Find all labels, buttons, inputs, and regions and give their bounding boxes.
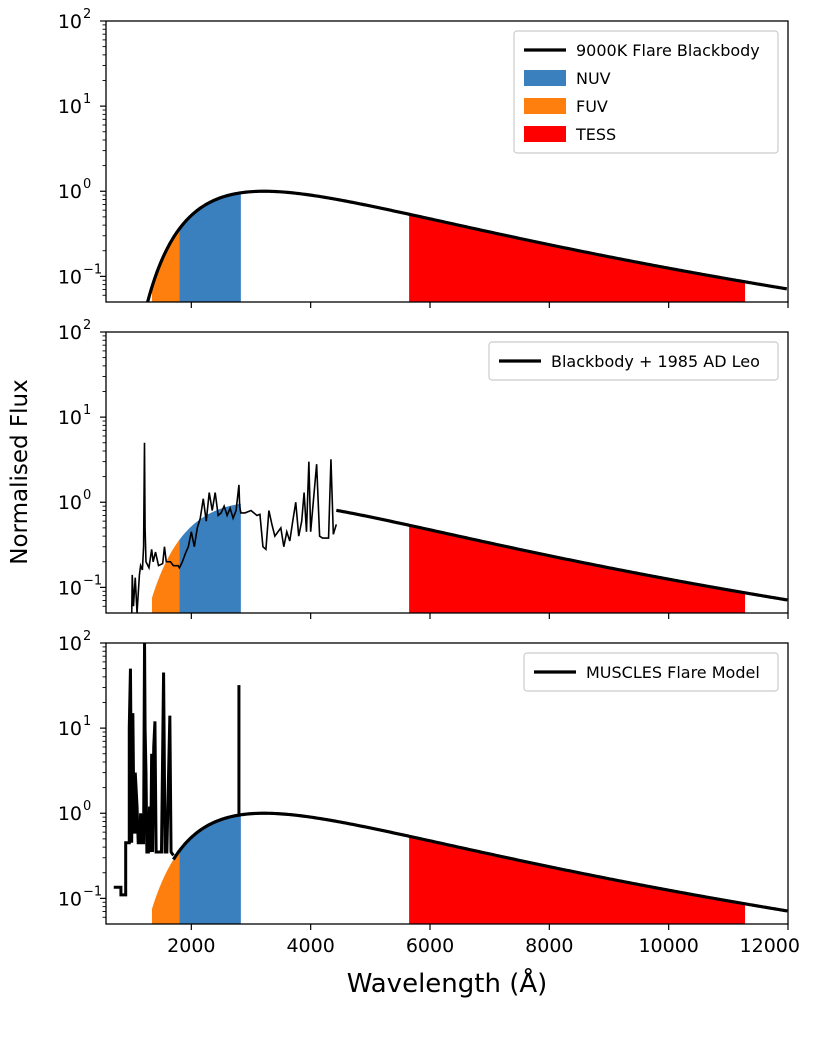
tess-band-fill [409, 525, 746, 613]
x-tick-label: 12000 [740, 935, 800, 957]
legend: 9000K Flare Blackbody NUV FUV TESS [513, 30, 779, 154]
axes-frame [105, 20, 789, 303]
y-tick-label: 10 [58, 181, 82, 203]
y-tick-label: 10 [58, 322, 82, 344]
y-tick-exponent: −1 [83, 262, 102, 277]
y-tick-label: 10 [58, 266, 82, 288]
plot-area [130, 442, 788, 613]
y-tick-exponent: 0 [83, 799, 91, 814]
y-tick-exponent: 0 [83, 488, 91, 503]
plot-area [145, 189, 788, 302]
legend-box [488, 341, 779, 381]
muscles-spectrum [113, 643, 175, 897]
x-tick-label: 8000 [525, 935, 573, 957]
axes-frame [105, 331, 789, 614]
blackbody-curve [336, 508, 788, 602]
y-tick-label: 10 [58, 718, 82, 740]
legend-nuv-swatch [524, 70, 566, 86]
fuv-band-fill [151, 228, 180, 302]
y-tick-label: 10 [58, 577, 82, 599]
legend-fuv-swatch [524, 98, 566, 114]
x-tick-label: 10000 [638, 935, 698, 957]
legend-label: TESS [575, 125, 616, 144]
fuv-band-fill [151, 539, 180, 613]
legend: Blackbody + 1985 AD Leo [488, 341, 779, 381]
axes-frame [105, 642, 789, 925]
x-tick-label: 6000 [406, 935, 454, 957]
legend-box [523, 652, 779, 692]
x-tick-label: 4000 [286, 935, 334, 957]
legend-box [513, 30, 779, 154]
legend: MUSCLES Flare Model [523, 652, 779, 692]
y-tick-exponent: −1 [83, 573, 102, 588]
y-tick-label: 10 [58, 803, 82, 825]
y-tick-label: 10 [58, 11, 82, 33]
y-tick-exponent: −1 [83, 884, 102, 899]
y-tick-exponent: 2 [83, 318, 91, 333]
legend-label: MUSCLES Flare Model [586, 663, 760, 682]
y-axis-label: Normalised Flux [7, 379, 33, 564]
plot-area [113, 643, 788, 924]
legend-label: NUV [576, 69, 611, 88]
legend-tess-swatch [524, 126, 566, 142]
ad-leo-spectrum [130, 442, 338, 613]
y-tick-label: 10 [58, 633, 82, 655]
y-tick-label: 10 [58, 407, 82, 429]
y-tick-exponent: 1 [83, 92, 91, 107]
legend-label: FUV [576, 97, 608, 116]
y-tick-exponent: 2 [83, 629, 91, 644]
y-tick-exponent: 1 [83, 714, 91, 729]
legend-label: 9000K Flare Blackbody [576, 41, 760, 60]
tess-band-fill [409, 836, 746, 924]
y-tick-exponent: 1 [83, 403, 91, 418]
y-tick-exponent: 0 [83, 177, 91, 192]
y-tick-label: 10 [58, 96, 82, 118]
fuv-band-fill [151, 850, 180, 924]
x-axis-label: Wavelength (Å) [347, 967, 548, 999]
y-tick-label: 10 [58, 492, 82, 514]
legend-label: Blackbody + 1985 AD Leo [551, 352, 760, 371]
nuv-band-fill [179, 814, 241, 924]
blackbody-curve [145, 189, 788, 302]
blackbody-curve [172, 811, 788, 913]
nuv-band-fill [179, 503, 241, 613]
tess-band-fill [409, 214, 746, 302]
x-tick-label: 2000 [167, 935, 215, 957]
y-tick-exponent: 2 [83, 7, 91, 22]
nuv-band-fill [179, 192, 241, 302]
y-tick-label: 10 [58, 888, 82, 910]
